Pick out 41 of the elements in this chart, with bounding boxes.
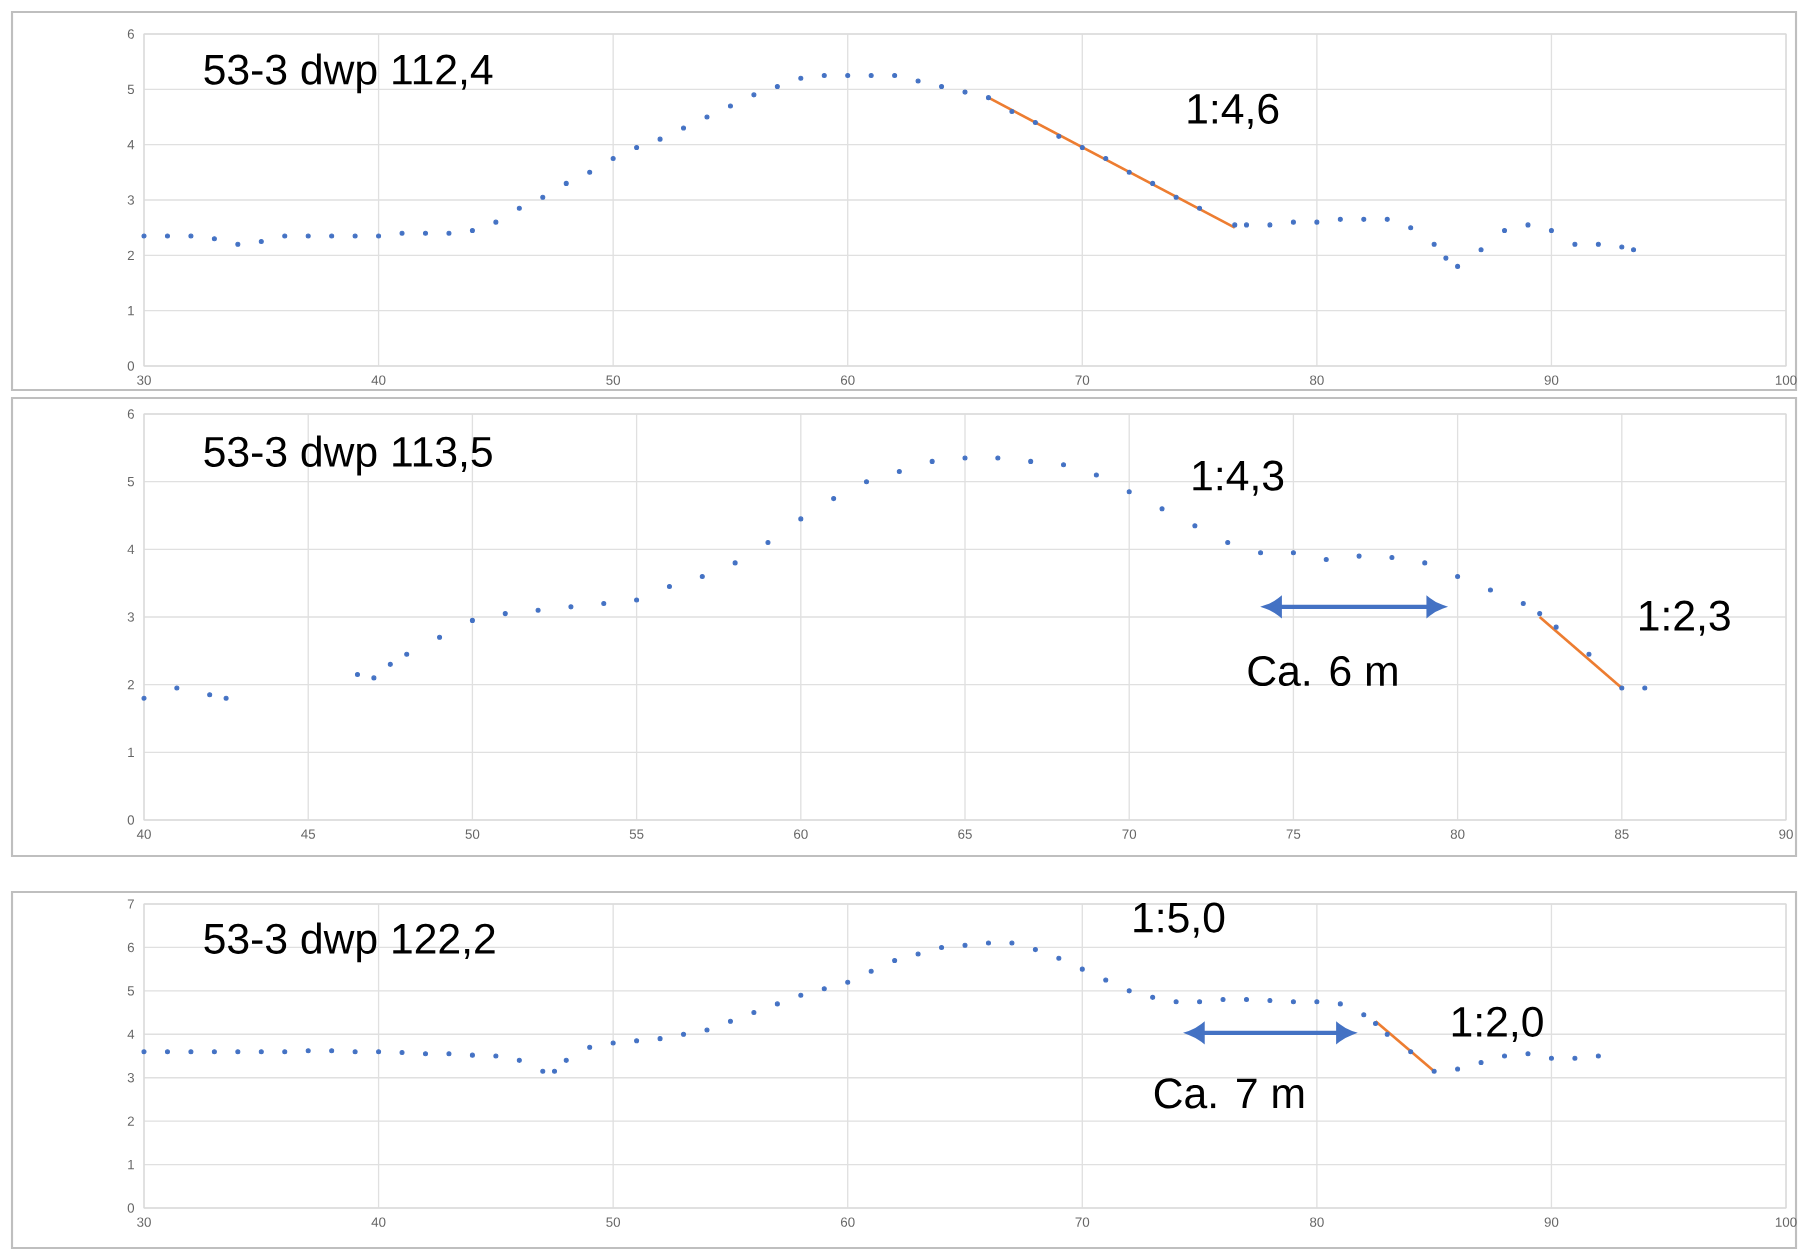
point (469, 617, 475, 623)
point (354, 671, 361, 678)
point (1422, 560, 1428, 566)
point (223, 695, 229, 701)
annotation: Ca. 7 m (1154, 1078, 1304, 1109)
point (831, 496, 837, 502)
point (437, 634, 443, 640)
point (1487, 587, 1493, 593)
point (207, 692, 213, 698)
point (502, 611, 508, 617)
point (1126, 489, 1132, 495)
annotation: Ca. 6 m (1248, 655, 1397, 687)
annotation: 1:4,6 (1188, 93, 1279, 129)
point (1455, 573, 1461, 579)
annotation: 1:5,0 (1134, 902, 1225, 938)
point (141, 695, 147, 701)
point (699, 573, 705, 579)
point (962, 455, 968, 461)
point (371, 675, 377, 681)
point (404, 651, 410, 657)
point (929, 458, 935, 464)
point (535, 607, 541, 613)
point (732, 560, 738, 566)
chart-title: 53-3 dwp 112,4 (204, 53, 493, 94)
point (863, 479, 870, 485)
annotation: 1:4,3 (1193, 460, 1284, 496)
annotation: 1:2,0 (1452, 1006, 1543, 1042)
point (1586, 651, 1592, 657)
point (995, 455, 1001, 461)
annotation: 1:2,3 (1640, 600, 1730, 636)
point (601, 600, 607, 607)
point (896, 468, 902, 475)
point (634, 597, 640, 603)
point (1192, 523, 1198, 529)
chart-title: 53-3 dwp 113,5 (204, 435, 492, 476)
point (666, 584, 672, 590)
chart-title: 53-3 dwp 122,2 (204, 922, 495, 963)
point (1553, 624, 1559, 630)
point (1520, 600, 1526, 607)
point (1028, 458, 1034, 464)
point (1159, 506, 1165, 512)
